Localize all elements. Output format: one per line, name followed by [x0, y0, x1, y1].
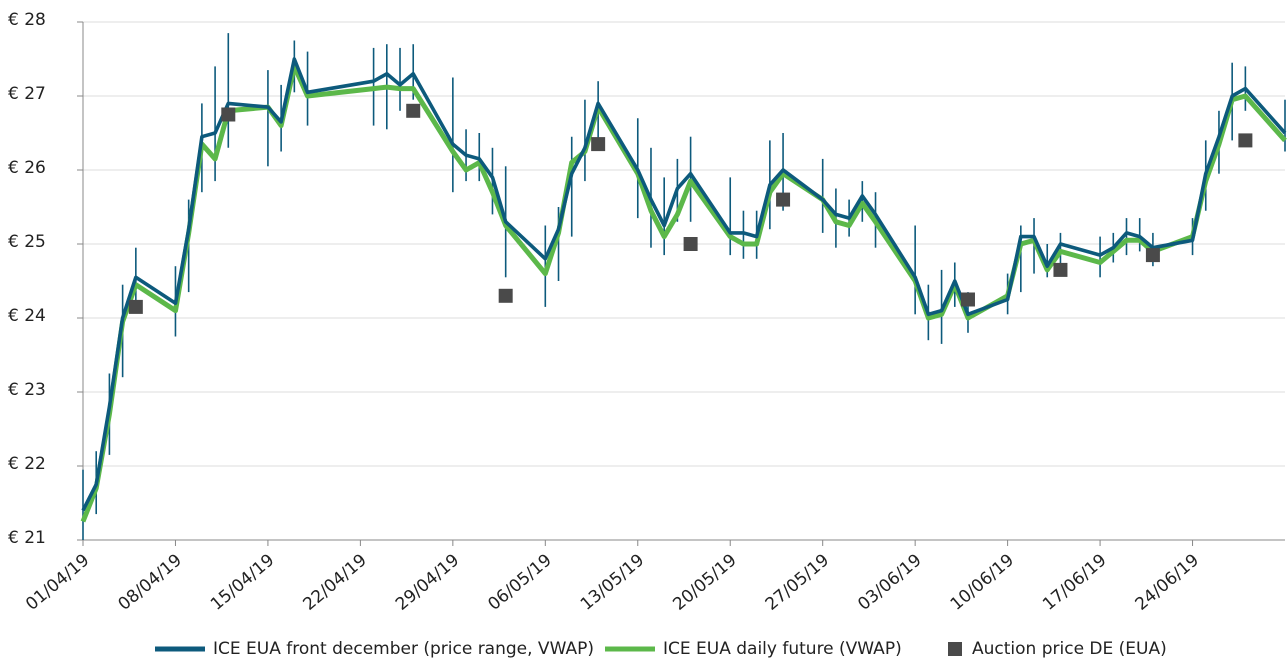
legend-label: ICE EUA daily future (VWAP): [663, 639, 902, 659]
auction-marker: [591, 137, 606, 152]
legend-label: ICE EUA front december (price range, VWA…: [213, 639, 594, 659]
auction-marker: [776, 192, 791, 207]
series-line: [81, 57, 1287, 512]
auction-marker: [683, 237, 698, 251]
auction-marker: [221, 107, 236, 122]
x-tick-label: 10/06/19: [947, 550, 1018, 614]
x-tick-label: 29/04/19: [392, 550, 463, 614]
y-tick-label: € 23: [8, 380, 46, 400]
x-tick-label: 01/04/19: [22, 550, 93, 614]
legend-swatch: [948, 642, 962, 656]
auction-marker: [406, 103, 421, 118]
y-tick-label: € 22: [8, 454, 46, 474]
x-tick-label: 22/04/19: [299, 550, 370, 614]
x-tick-label: 08/04/19: [115, 550, 186, 614]
y-tick-label: € 25: [8, 232, 46, 252]
auction-marker: [1053, 262, 1068, 277]
x-tick-label: 13/05/19: [577, 550, 648, 614]
y-tick-label: € 21: [8, 528, 46, 548]
series-line: [80, 63, 1287, 523]
y-tick-label: € 26: [8, 158, 46, 178]
x-tick-label: 15/04/19: [207, 550, 278, 614]
x-tick-label: 17/06/19: [1039, 550, 1110, 614]
x-tick-label: 27/05/19: [762, 550, 833, 614]
y-tick-label: € 27: [8, 84, 46, 104]
x-tick-label: 20/05/19: [669, 550, 740, 614]
legend-label: Auction price DE (EUA): [972, 639, 1167, 659]
x-tick-label: 06/05/19: [484, 550, 555, 614]
auction-marker: [1145, 248, 1160, 263]
auction-marker: [128, 299, 143, 314]
auction-marker: [1238, 133, 1253, 148]
x-tick-label: 03/06/19: [854, 550, 925, 614]
auction-marker: [498, 288, 513, 303]
y-tick-label: € 24: [8, 306, 46, 326]
y-tick-label: € 28: [8, 10, 46, 30]
x-tick-label: 24/06/19: [1132, 550, 1203, 614]
auction-marker: [960, 292, 975, 307]
